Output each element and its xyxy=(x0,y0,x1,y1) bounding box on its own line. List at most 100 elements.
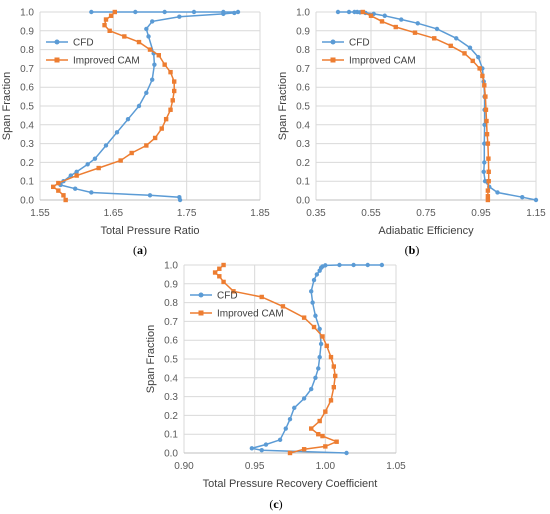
y-tick-label: 0.4 xyxy=(20,120,34,131)
data-point xyxy=(365,262,370,268)
y-tick-label: 0.5 xyxy=(164,355,178,366)
data-point xyxy=(168,107,173,112)
data-point xyxy=(221,262,226,268)
x-tick-label: 1.75 xyxy=(177,208,197,219)
data-point xyxy=(311,277,317,283)
y-tick-label: 0.7 xyxy=(20,64,34,75)
data-point xyxy=(221,279,226,285)
data-point xyxy=(125,116,131,122)
data-point xyxy=(309,426,314,431)
data-point xyxy=(56,180,61,186)
x-axis-title: Total Pressure Recovery Coefficient xyxy=(203,478,378,490)
data-point xyxy=(320,433,325,439)
legend-marker xyxy=(54,39,60,45)
y-tick-label: 0.8 xyxy=(164,298,178,309)
data-point xyxy=(311,324,317,330)
data-point xyxy=(133,9,138,15)
data-point xyxy=(92,156,98,161)
y-tick-label: 0.3 xyxy=(164,392,178,403)
y-tick-label: 0.9 xyxy=(164,279,178,290)
data-point xyxy=(310,300,315,305)
data-point xyxy=(144,143,149,148)
legend-label: Improved CAM xyxy=(349,56,416,67)
y-tick-label: 0.7 xyxy=(296,64,310,75)
data-point xyxy=(292,405,297,411)
data-point xyxy=(484,132,490,137)
data-point xyxy=(102,22,107,28)
data-point xyxy=(108,13,114,18)
data-point xyxy=(470,58,475,64)
data-point xyxy=(74,169,79,174)
legend: CFD Improved CAM xyxy=(46,38,140,67)
x-tick-label: 1.00 xyxy=(316,461,336,472)
legend: CFD Improved CAM xyxy=(322,38,416,67)
panel-label: (c) xyxy=(269,497,282,511)
data-point xyxy=(483,94,488,99)
y-tick-label: 0.9 xyxy=(296,26,310,37)
x-tick-label: 1.05 xyxy=(386,461,406,472)
data-point xyxy=(317,418,322,424)
y-tick-label: 1.0 xyxy=(164,261,178,272)
x-tick-label: 0.95 xyxy=(245,461,265,472)
data-point xyxy=(485,141,491,146)
data-point xyxy=(103,143,109,148)
data-point xyxy=(483,107,489,112)
y-tick-label: 0.1 xyxy=(296,177,310,188)
y-tick-label: 0.1 xyxy=(164,430,178,441)
data-point xyxy=(317,326,322,332)
data-point xyxy=(415,21,420,26)
data-point xyxy=(323,409,328,414)
data-point xyxy=(103,17,109,22)
data-point xyxy=(277,437,283,443)
data-point xyxy=(89,9,94,15)
data-point xyxy=(232,10,237,16)
data-point xyxy=(313,375,318,380)
data-point xyxy=(399,17,404,22)
data-point xyxy=(382,13,387,18)
legend-label: Improved CAM xyxy=(73,56,140,67)
y-tick-label: 0.6 xyxy=(296,83,310,94)
data-point xyxy=(235,9,241,15)
data-point xyxy=(331,385,337,390)
y-tick-label: 0.8 xyxy=(20,45,34,56)
data-point xyxy=(96,165,101,171)
data-point xyxy=(331,364,337,369)
data-point xyxy=(482,83,487,88)
x-tick-label: 0.95 xyxy=(471,208,491,219)
y-tick-label: 0.1 xyxy=(20,177,34,188)
data-point xyxy=(217,274,222,279)
series-line xyxy=(51,11,175,201)
data-point xyxy=(74,173,79,178)
data-point xyxy=(61,193,66,198)
y-axis-title: Span Fraction xyxy=(1,72,13,140)
data-point xyxy=(346,9,352,15)
x-tick-label: 1.85 xyxy=(250,208,270,219)
x-tick-label: 0.90 xyxy=(174,461,194,472)
data-point xyxy=(162,9,167,15)
data-point xyxy=(323,263,328,268)
data-point xyxy=(434,26,440,32)
data-point xyxy=(313,313,318,318)
data-point xyxy=(486,179,491,184)
data-point xyxy=(56,188,61,193)
data-point xyxy=(485,188,491,193)
y-tick-label: 0.5 xyxy=(296,102,310,113)
y-tick-label: 0.3 xyxy=(296,139,310,150)
data-point xyxy=(360,9,365,15)
data-point xyxy=(533,197,539,203)
y-axis-title: Span Fraction xyxy=(277,72,289,140)
data-point xyxy=(328,354,334,360)
data-point xyxy=(477,66,482,71)
data-point xyxy=(118,158,123,163)
y-tick-label: 0.2 xyxy=(20,158,34,169)
y-tick-label: 0.6 xyxy=(164,336,178,347)
chart-panel-c: 0.90 0.95 1.00 1.05 0.0 0.1 0.2 0.3 0.4 0.5 0.6 0.7… xyxy=(145,261,406,512)
y-tick-label: 0.4 xyxy=(296,120,310,131)
data-point xyxy=(280,304,286,309)
data-point xyxy=(170,98,175,103)
data-point xyxy=(249,446,255,451)
data-point xyxy=(448,43,453,49)
data-point xyxy=(301,447,307,452)
x-axis-title: Adiabatic Efficiency xyxy=(378,225,474,237)
legend-marker xyxy=(330,57,336,63)
